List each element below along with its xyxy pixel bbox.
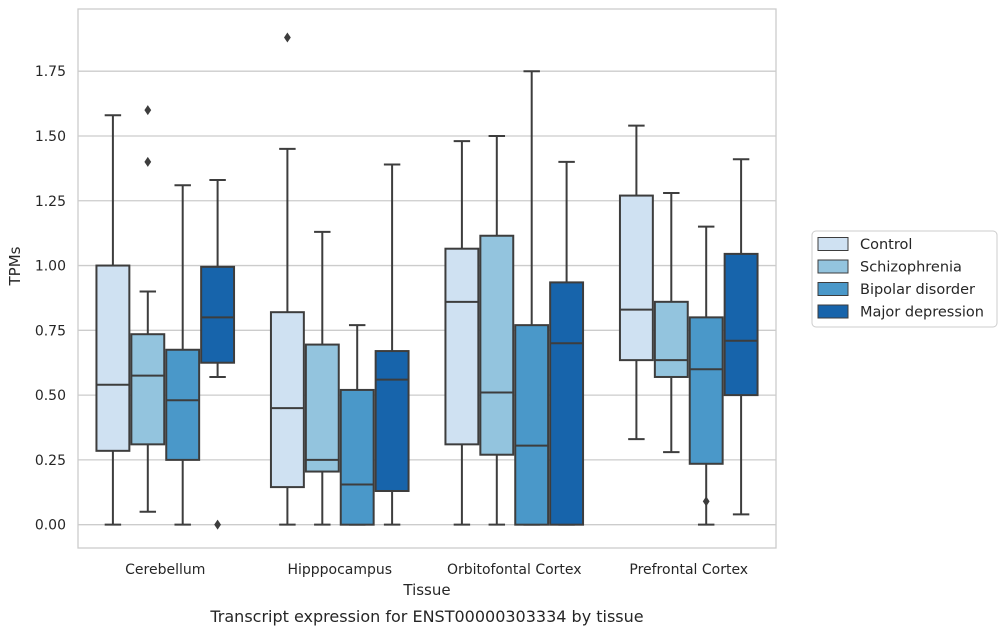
y-tick-label: 0.75 <box>35 323 66 339</box>
plot-frame <box>77 8 777 549</box>
legend-swatch <box>817 259 849 274</box>
iqr-box <box>444 247 480 446</box>
box-0-0 <box>95 114 131 526</box>
y-tick-label: 1.25 <box>35 194 66 210</box>
box-3-0 <box>618 124 654 441</box>
box-1-0 <box>269 32 305 526</box>
outlier-point <box>144 156 152 167</box>
x-tick-label: Hipppocampus <box>287 562 392 578</box>
legend-label: Bipolar disorder <box>860 282 975 298</box>
box-1-3 <box>374 163 410 526</box>
box-2-3 <box>549 160 585 526</box>
legend-label: Major depression <box>860 305 984 321</box>
iqr-box <box>95 264 131 452</box>
chart-caption: Transcript expression for ENST0000030333… <box>209 607 643 626</box>
box-1-2 <box>339 324 375 526</box>
box-2-2 <box>514 70 550 526</box>
box-3-3 <box>723 158 759 516</box>
iqr-box <box>374 350 410 492</box>
y-tick-label: 0.50 <box>35 388 66 404</box>
y-axis-label: TPMs <box>6 246 24 286</box>
iqr-box <box>723 252 759 397</box>
x-axis-label: Tissue <box>402 581 450 599</box>
box-2-0 <box>444 140 480 526</box>
box-0-2 <box>165 184 201 526</box>
outlier-point <box>284 32 291 43</box>
x-tick-label: Orbitofontal Cortex <box>447 562 582 578</box>
y-tick-label: 0.25 <box>35 453 66 469</box>
legend-label: Control <box>860 237 912 253</box>
tick-labels: 0.00 0.25 0.50 0.75 1.00 1.25 1.50 1.75 Cerebell… <box>35 64 748 578</box>
outlier-point <box>702 496 710 507</box>
y-tick-label: 1.75 <box>35 64 66 80</box>
box-3-1 <box>653 191 689 454</box>
iqr-box <box>653 300 689 378</box>
box-3-2 <box>688 225 724 526</box>
legend-frame <box>811 230 998 328</box>
legend-swatch <box>817 304 849 319</box>
x-tick-label: Prefrontal Cortex <box>629 562 748 578</box>
box-0-3 <box>200 179 236 530</box>
legend-label: Schizophrenia <box>860 260 962 276</box>
y-tick-label: 1.00 <box>35 259 66 275</box>
y-tick-label: 1.50 <box>35 129 66 145</box>
legend-swatch <box>817 282 849 296</box>
box-0-1 <box>130 105 166 513</box>
iqr-box <box>688 316 724 465</box>
iqr-box <box>549 281 585 526</box>
legend-swatch <box>817 237 849 251</box>
iqr-box <box>479 234 515 456</box>
iqr-box <box>339 388 375 526</box>
iqr-box <box>269 311 305 489</box>
y-tick-label: 0.00 <box>35 518 66 534</box>
iqr-box <box>304 343 340 473</box>
x-tick-label: Cerebellum <box>125 562 205 578</box>
box-2-1 <box>479 134 515 526</box>
iqr-box <box>200 265 236 364</box>
outlier-point <box>214 519 221 530</box>
outlier-point <box>144 105 152 116</box>
iqr-box <box>130 333 166 446</box>
iqr-box <box>514 324 550 526</box>
iqr-box <box>165 348 201 461</box>
legend: Control Schizophrenia Bipolar disorder Majo… <box>811 230 998 328</box>
iqr-box <box>618 194 654 362</box>
box-layer <box>95 32 759 530</box>
box-1-1 <box>304 230 340 526</box>
